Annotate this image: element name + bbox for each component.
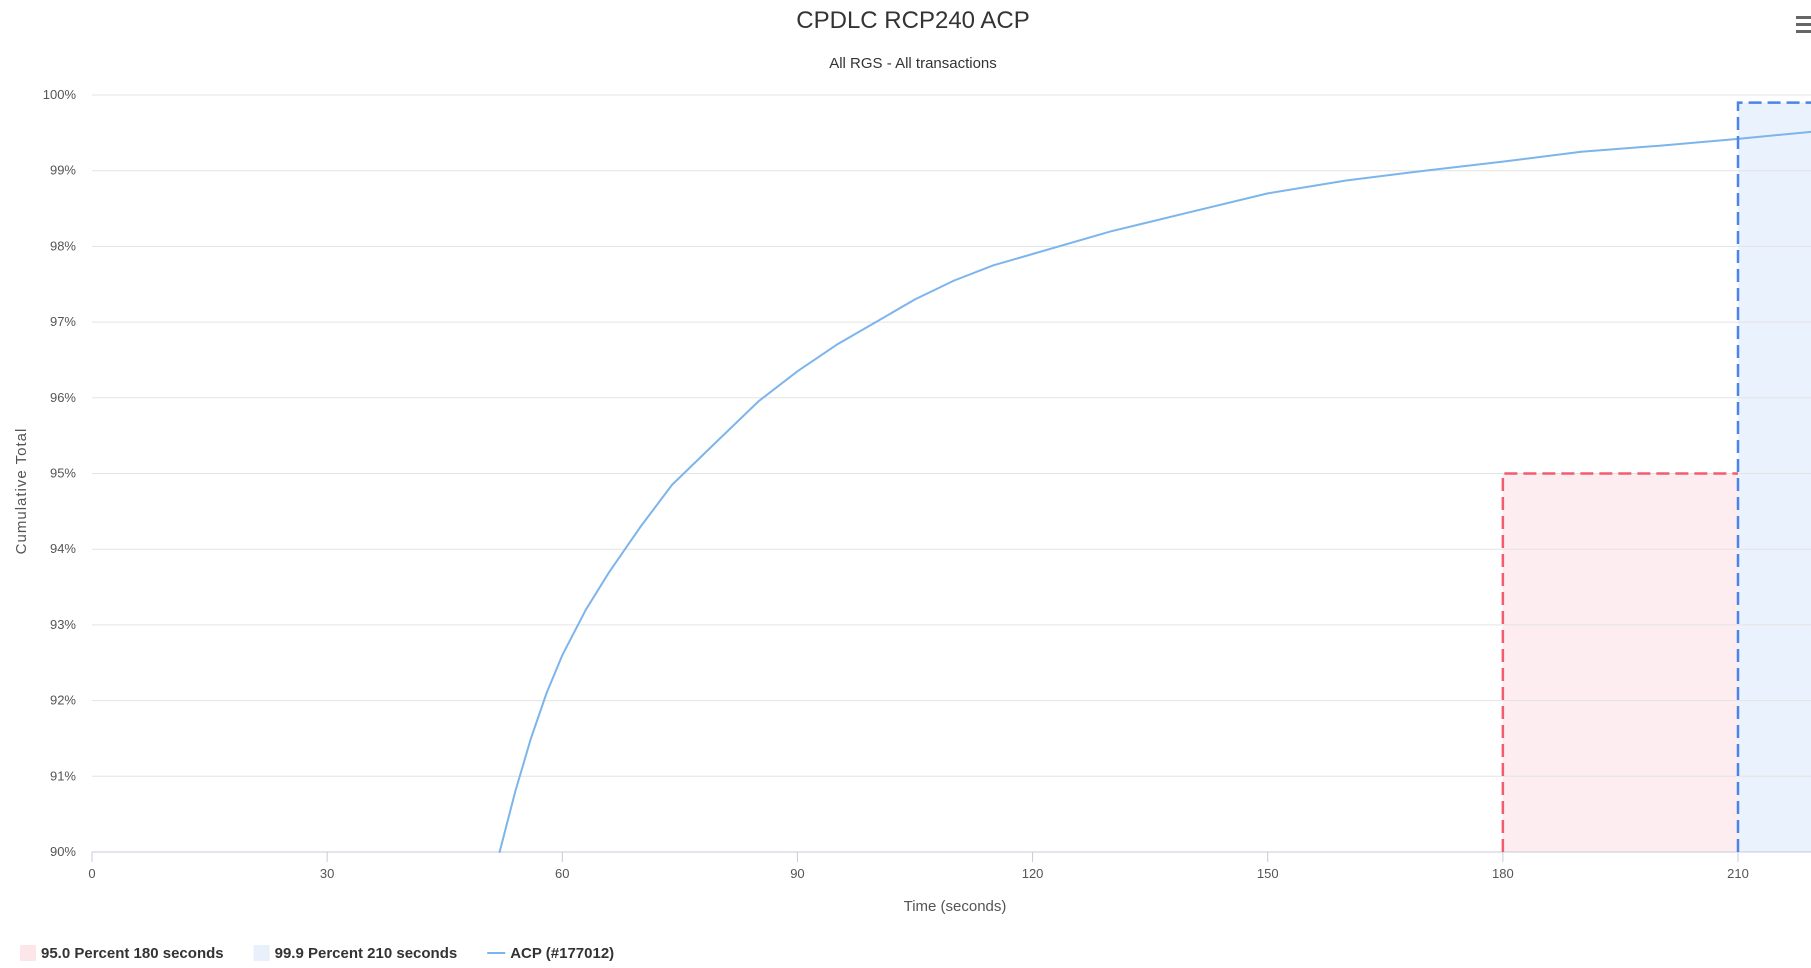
y-tick-label: 90% (50, 844, 76, 859)
chart-subtitle: All RGS - All transactions (829, 55, 997, 72)
threshold-region-1-fill (1502, 473, 1738, 852)
threshold-region-2-fill (1738, 102, 1811, 852)
axes: 90% 91% 92% 93% 94% 95% 96% 97% 98% 99% 100% 0 30 60 9… (43, 87, 1811, 881)
y-axis-title: Cumulative Total (13, 428, 30, 555)
y-tick-label: 99% (50, 163, 76, 178)
grid (92, 94, 1811, 777)
legend-label-region-2[interactable]: 99.9 Percent 210 seconds (275, 945, 458, 962)
x-tick-label: 30 (320, 866, 334, 881)
x-tick-label: 150 (1257, 866, 1279, 881)
x-tick-label: 90 (790, 866, 804, 881)
y-tick-label: 92% (50, 693, 76, 708)
y-tick-label: 94% (50, 541, 76, 556)
threshold-region-2-border (1736, 101, 1811, 852)
y-tick-label: 97% (50, 314, 76, 329)
threshold-regions (1502, 102, 1811, 852)
legend-label-region-1[interactable]: 95.0 Percent 180 seconds (41, 945, 224, 962)
x-axis-title: Time (seconds) (904, 898, 1007, 915)
series-line-1 (498, 130, 1811, 853)
legend-swatch-region-1[interactable] (20, 945, 36, 961)
x-tick-label: 60 (555, 866, 569, 881)
legend: 95.0 Percent 180 seconds 99.9 Percent 210… (20, 945, 614, 962)
x-tick-label: 0 (88, 866, 95, 881)
legend-label-series-1[interactable]: ACP (#177012) (510, 945, 614, 962)
y-tick-label: 95% (50, 466, 76, 481)
y-tick-label: 93% (50, 617, 76, 632)
hamburger-menu-icon[interactable] (1796, 16, 1811, 33)
y-tick-label: 98% (50, 238, 76, 253)
threshold-lines (1501, 101, 1811, 852)
y-tick-label: 96% (50, 390, 76, 405)
series (498, 130, 1811, 853)
x-tick-label: 210 (1727, 866, 1749, 881)
chart-title: CPDLC RCP240 ACP (796, 7, 1029, 34)
y-tick-label: 100% (43, 87, 77, 102)
x-tick-label: 120 (1022, 866, 1044, 881)
y-tick-label: 91% (50, 768, 76, 783)
threshold-region-1-border (1501, 472, 1738, 852)
legend-swatch-region-2[interactable] (253, 945, 270, 961)
x-tick-label: 180 (1492, 866, 1514, 881)
